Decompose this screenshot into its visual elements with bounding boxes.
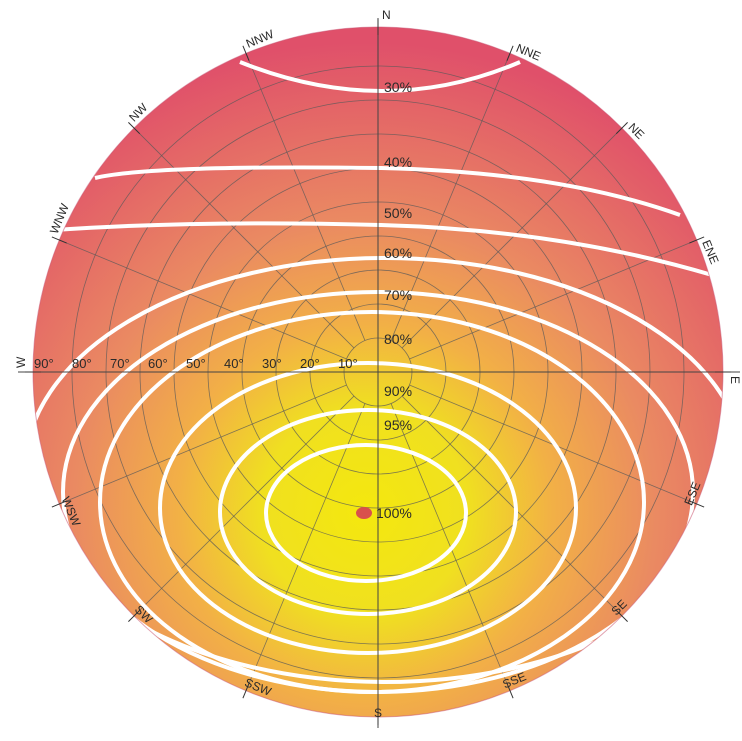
altitude-label-60: 60°	[148, 356, 168, 371]
contour-label-50: 50%	[384, 205, 412, 221]
compass-tick-ssw	[242, 683, 250, 699]
azimuth-line	[59, 239, 347, 360]
contour-label-80: 80%	[384, 331, 412, 347]
compass-tick-wnw	[51, 236, 67, 244]
contour-40	[94, 165, 681, 217]
compass-tick-se	[615, 609, 628, 622]
contour-label-70: 70%	[384, 287, 412, 303]
altitude-label-20: 20°	[300, 356, 320, 371]
azimuth-line	[401, 395, 623, 617]
compass-tick-nw	[128, 122, 141, 135]
altitude-labels: 90° 80° 70° 60° 50° 40° 30° 20° 10°	[34, 356, 358, 371]
contour-label-30: 30%	[384, 79, 412, 95]
irradiation-contours	[33, 60, 723, 694]
altitude-label-70: 70°	[110, 356, 130, 371]
contour-95	[218, 408, 518, 616]
azimuth-line	[401, 127, 623, 349]
contour-label-40: 40%	[384, 154, 412, 170]
sun-position-marker	[356, 507, 372, 519]
contour-labels: 30% 40% 50% 60% 70% 80% 90% 95%	[384, 79, 412, 433]
compass-tick-nne	[506, 45, 514, 61]
compass-tick-wsw	[51, 500, 67, 508]
compass-label-n: N	[382, 8, 391, 22]
compass-label-e: E	[728, 376, 742, 384]
compass-tick-ne	[615, 122, 628, 135]
altitude-label-40: 40°	[224, 356, 244, 371]
altitude-label-30: 30°	[262, 356, 282, 371]
azimuth-line	[133, 395, 355, 617]
compass-label-s: S	[374, 706, 382, 720]
altitude-label-10: 10°	[338, 356, 358, 371]
altitude-label-50: 50°	[186, 356, 206, 371]
contour-label-60: 60%	[384, 245, 412, 261]
contour-60	[33, 256, 723, 684]
contour-80	[98, 310, 646, 694]
azimuth-line	[133, 127, 355, 349]
altitude-label-90: 90°	[34, 356, 54, 371]
compass-tick-ene	[689, 236, 705, 244]
compass-label-w: W	[14, 356, 28, 368]
compass-tick-nnw	[242, 45, 250, 61]
compass-tick-ese	[689, 500, 705, 508]
contour-50	[54, 221, 713, 277]
contour-30	[239, 60, 521, 93]
altitude-label-80: 80°	[72, 356, 92, 371]
azimuth-line	[245, 403, 366, 691]
azimuth-line	[59, 384, 347, 505]
compass-tick-sse	[506, 683, 514, 699]
contour-label-90: 90%	[384, 383, 412, 399]
compass-tick-sw	[128, 609, 141, 622]
marker-label: 100%	[376, 505, 412, 521]
contour-90	[158, 361, 578, 655]
contour-100	[264, 443, 468, 583]
contour-label-95: 95%	[384, 417, 412, 433]
